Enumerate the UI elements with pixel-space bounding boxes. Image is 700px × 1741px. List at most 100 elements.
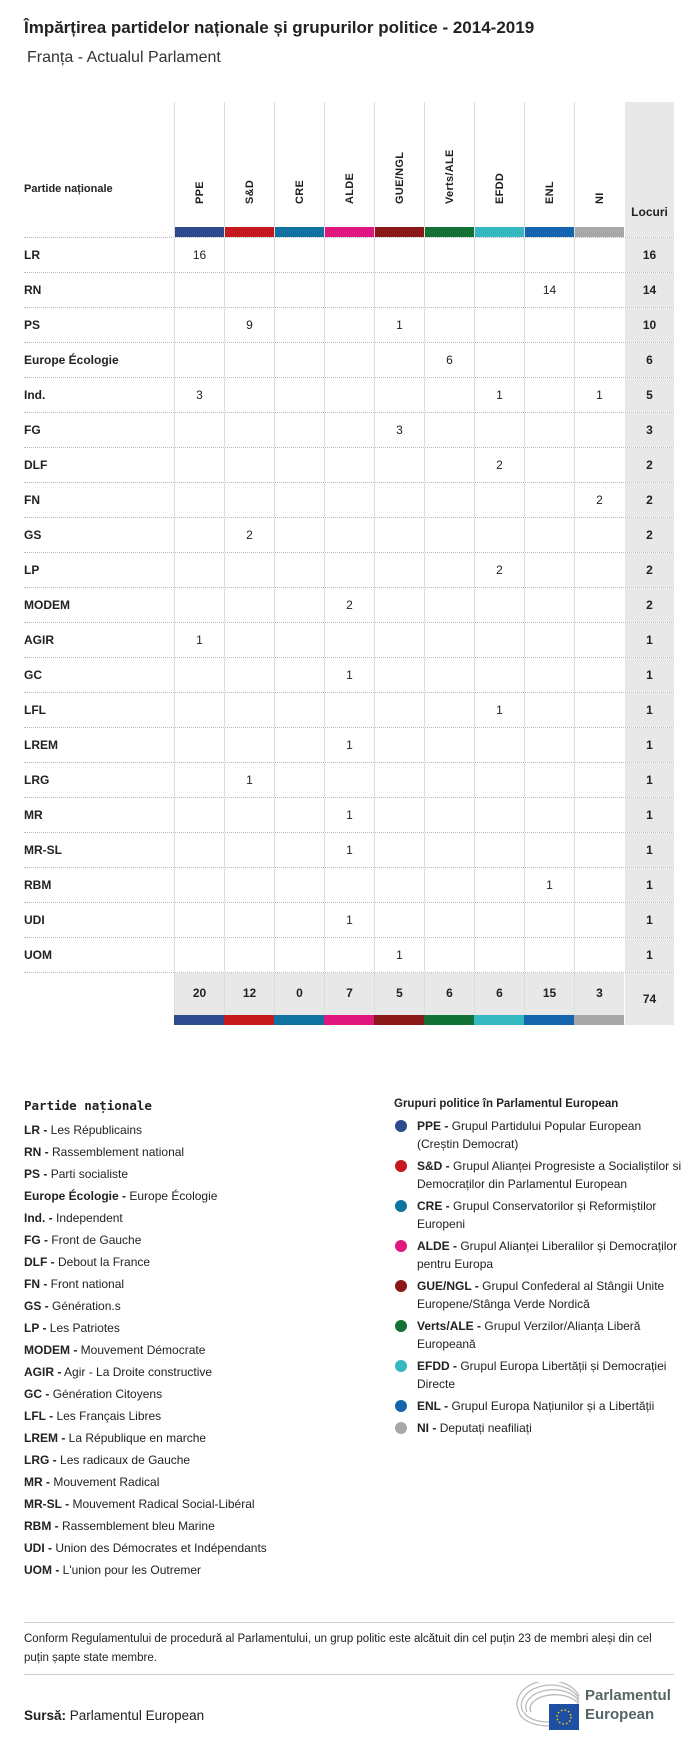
party-full-name: Rassemblement national — [52, 1145, 185, 1159]
seat-cell — [574, 343, 624, 377]
party-legend-item: LP - Les Patriotes — [24, 1317, 364, 1339]
seat-cell — [524, 518, 574, 552]
seat-cell — [274, 343, 324, 377]
seat-cell — [224, 273, 274, 307]
seat-cell — [524, 693, 574, 727]
group-legend-item: S&D - Grupul Alianței Progresiste a Soci… — [394, 1157, 684, 1193]
seat-cell — [474, 343, 524, 377]
seat-cell — [274, 938, 324, 972]
seat-cell — [274, 483, 324, 517]
hemicycle-flag-icon — [516, 1679, 580, 1730]
seat-cell — [174, 938, 224, 972]
source-label: Sursă: — [24, 1708, 67, 1723]
seat-cell — [424, 868, 474, 902]
group-color-dot-icon — [395, 1422, 407, 1434]
seat-cell — [224, 868, 274, 902]
group-column-header: ALDE — [324, 102, 374, 237]
party-full-name: Génération Citoyens — [52, 1387, 163, 1401]
party-full-name: Front national — [50, 1277, 125, 1291]
seat-cell: 16 — [174, 238, 224, 272]
party-name: GS — [24, 528, 42, 542]
group-full-name: Grupul Alianței Progresiste a Socialiști… — [417, 1159, 682, 1191]
seat-cell — [574, 763, 624, 797]
seat-cell — [524, 553, 574, 587]
group-label: PPE — [193, 181, 206, 204]
seat-cell — [524, 448, 574, 482]
party-abbr: LR - — [24, 1123, 48, 1137]
seat-cell — [424, 483, 474, 517]
seat-cell — [574, 448, 624, 482]
seat-cell — [324, 378, 374, 412]
seat-cell — [424, 413, 474, 447]
group-color-bar — [175, 227, 224, 237]
seat-cell — [324, 518, 374, 552]
logo-line2: European — [585, 1706, 655, 1723]
party-legend-item: LR - Les Républicains — [24, 1119, 364, 1141]
table-row: FN 2 2 — [24, 482, 674, 517]
party-name: PS — [24, 318, 41, 332]
seat-cell — [274, 378, 324, 412]
seat-cell — [274, 518, 324, 552]
seat-cell — [474, 728, 524, 762]
group-abbr: Verts/ALE - — [417, 1319, 482, 1333]
seat-cell — [224, 623, 274, 657]
group-label: S&D — [243, 179, 256, 204]
seat-cell: 1 — [174, 623, 224, 657]
table-row: RBM 1 1 — [24, 867, 674, 902]
party-legend: Partide naționale LR - Les Républicains R… — [24, 1098, 364, 1581]
seat-cell: 1 — [524, 868, 574, 902]
group-abbr: PPE - — [417, 1119, 449, 1133]
row-total: 1 — [625, 868, 674, 902]
party-name: LP — [24, 563, 40, 577]
seat-cell — [324, 938, 374, 972]
party-name: Ind. — [24, 388, 46, 402]
party-abbr: DLF - — [24, 1255, 55, 1269]
row-total: 1 — [625, 763, 674, 797]
party-legend-item: LFL - Les Français Libres — [24, 1405, 364, 1427]
party-name: LRG — [24, 773, 50, 787]
table-row: LRG 1 1 — [24, 762, 674, 797]
seat-cell — [574, 728, 624, 762]
party-full-name: Les Patriotes — [49, 1321, 120, 1335]
row-total: 6 — [625, 343, 674, 377]
seat-cell: 2 — [574, 483, 624, 517]
party-legend-item: Europe Écologie - Europe Écologie — [24, 1185, 364, 1207]
seat-cell: 3 — [174, 378, 224, 412]
table-row: GC 1 1 — [24, 657, 674, 692]
seat-cell: 1 — [224, 763, 274, 797]
party-abbr: FG - — [24, 1233, 48, 1247]
party-legend-item: FG - Front de Gauche — [24, 1229, 364, 1251]
seat-cell — [324, 693, 374, 727]
row-total: 1 — [625, 798, 674, 832]
seat-cell — [374, 728, 424, 762]
group-total: 12 — [224, 973, 274, 1015]
party-legend-item: FN - Front national — [24, 1273, 364, 1295]
row-total: 1 — [625, 938, 674, 972]
seat-cell — [274, 868, 324, 902]
seat-cell — [424, 238, 474, 272]
seat-cell — [174, 868, 224, 902]
party-abbr: Europe Écologie - — [24, 1189, 127, 1203]
seat-cell — [574, 588, 624, 622]
seat-cell — [274, 273, 324, 307]
group-legend-item: CRE - Grupul Conservatorilor și Reformiș… — [394, 1197, 684, 1233]
table-row: LFL 1 1 — [24, 692, 674, 727]
party-legend-item: UDI - Union des Démocrates et Indépendan… — [24, 1537, 364, 1559]
seat-cell — [474, 518, 524, 552]
seat-cell — [524, 623, 574, 657]
row-total: 10 — [625, 308, 674, 342]
party-full-name: Les Républicains — [50, 1123, 143, 1137]
party-legend-item: GC - Génération Citoyens — [24, 1383, 364, 1405]
group-legend-item: ALDE - Grupul Alianței Liberalilor și De… — [394, 1237, 684, 1273]
seat-cell — [474, 588, 524, 622]
ep-logo: Parlamentul European — [515, 1679, 675, 1734]
group-color-bar — [424, 1015, 474, 1025]
party-full-name: Independent — [56, 1211, 123, 1225]
party-abbr: LRG - — [24, 1453, 57, 1467]
group-label: NI — [593, 192, 606, 204]
party-name: UOM — [24, 948, 52, 962]
seat-cell — [374, 658, 424, 692]
group-color-bar — [324, 1015, 374, 1025]
seat-cell — [524, 308, 574, 342]
row-total: 1 — [625, 693, 674, 727]
